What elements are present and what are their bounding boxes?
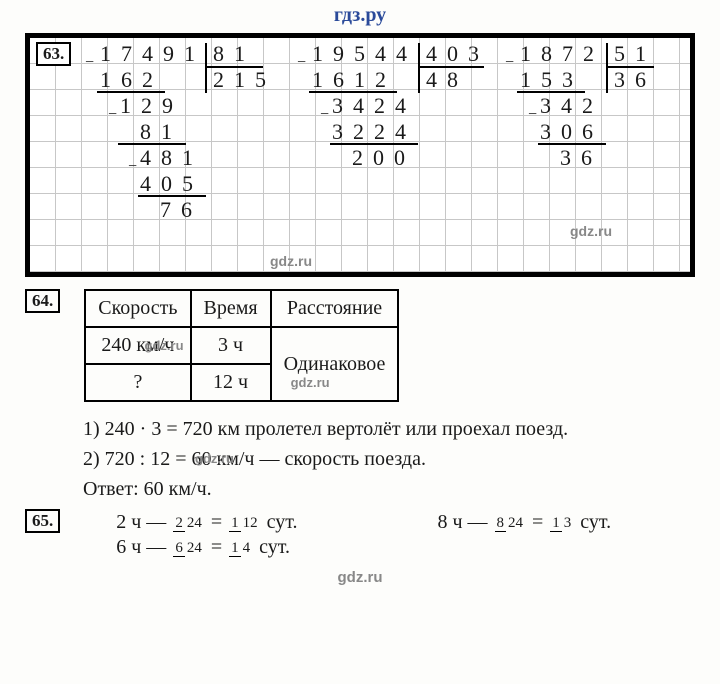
d1-minus3: −: [128, 158, 137, 176]
p65-item-1: 8 ч — 824 = 13 сут.: [437, 511, 611, 534]
d3-dividend: 1872: [520, 41, 604, 67]
d3-s1: 153: [520, 67, 583, 93]
problem-65: 65. 2 ч — 224 = 112 сут. 8 ч — 824 = 13 …: [25, 509, 695, 561]
d1-minus1: −: [85, 54, 94, 72]
d1-s2: 81: [140, 119, 182, 145]
watermark-2: gdz.ru: [270, 253, 312, 269]
d1-divisor: 81: [213, 41, 255, 67]
watermark-footer: gdz.ru: [0, 569, 720, 586]
problem-63-label: 63.: [36, 42, 71, 66]
problem-63-frame: 63. 17491 81 215 − 162 129 − 81 481 − 40…: [25, 33, 695, 277]
d1-minus2: −: [108, 106, 117, 124]
th-distance: Расстояние: [271, 290, 399, 327]
row65-2: 6 ч — 624 = 14 сут.: [116, 536, 611, 559]
th-time: Время: [191, 290, 271, 327]
d2-minus2: −: [320, 106, 329, 124]
td-speed1: 240 км/чgdz.ru: [85, 327, 190, 364]
d2-s1: 1612: [312, 67, 396, 93]
d1-r2: 481: [140, 145, 203, 171]
solution-answer: Ответ: 60 км/ч.: [55, 475, 695, 503]
d3-s2: 306: [540, 119, 603, 145]
d2-divisor: 403: [426, 41, 489, 67]
th-speed: Скорость: [85, 290, 190, 327]
d1-r1: 129: [120, 93, 183, 119]
td-time2: 12 чgdz.ru: [191, 364, 271, 401]
d3-minus1: −: [505, 54, 514, 72]
grid-background: 63. 17491 81 215 − 162 129 − 81 481 − 40…: [30, 38, 690, 272]
table-row: Скорость Время Расстояние: [85, 290, 398, 327]
d1-s3: 405: [140, 171, 203, 197]
row65-1: 2 ч — 224 = 112 сут. 8 ч — 824 = 13 сут.: [116, 511, 611, 534]
d2-r2: 200: [352, 145, 415, 171]
d1-quotient: 215: [213, 67, 276, 93]
problem-64-label: 64.: [25, 289, 60, 313]
p65-item-0: 2 ч — 224 = 112 сут.: [116, 511, 297, 534]
d2-vline: [418, 43, 420, 93]
problem-64-solution: 1) 240 · 3 = 720 км пролетел вертолёт ил…: [55, 415, 695, 503]
watermark-4: gdz.ru: [291, 375, 330, 390]
d2-r1: 3424: [332, 93, 416, 119]
problem-65-label: 65.: [25, 509, 60, 533]
problem-64: 64. Скорость Время Расстояние 240 км/чgd…: [25, 289, 695, 407]
d2-s2: 3224: [332, 119, 416, 145]
d2-minus1: −: [297, 54, 306, 72]
d1-vline: [205, 43, 207, 93]
solution-line-1: 1) 240 · 3 = 720 км пролетел вертолёт ил…: [55, 415, 695, 443]
solution-line-2: 2) 720 : 12 = 60 км/ч — скорость поезда.: [55, 445, 695, 473]
d2-dividend: 19544: [312, 41, 417, 67]
d2-quotient: 48: [426, 67, 468, 93]
d1-s1: 162: [100, 67, 163, 93]
watermark-1: gdz.ru: [570, 223, 612, 239]
problem-64-table: Скорость Время Расстояние 240 км/чgdz.ru…: [84, 289, 674, 402]
td-time1: 3 ч: [191, 327, 271, 364]
watermark-3: gdz.ru: [145, 338, 184, 353]
d1-r3: 76: [160, 197, 202, 223]
d3-r1: 342: [540, 93, 603, 119]
d3-quotient: 36: [614, 67, 656, 93]
d3-r2: 36: [560, 145, 602, 171]
d1-dividend: 17491: [100, 41, 205, 67]
watermark-5: gdz.ru: [195, 445, 234, 473]
d3-minus2: −: [528, 106, 537, 124]
td-speed2: ?: [85, 364, 190, 401]
d3-divisor: 51: [614, 41, 656, 67]
p65-item-2: 6 ч — 624 = 14 сут.: [116, 536, 290, 559]
page-header: гдз.ру: [0, 0, 720, 33]
d3-vline: [606, 43, 608, 93]
table-row: 240 км/чgdz.ru 3 ч Одинаковое: [85, 327, 398, 364]
